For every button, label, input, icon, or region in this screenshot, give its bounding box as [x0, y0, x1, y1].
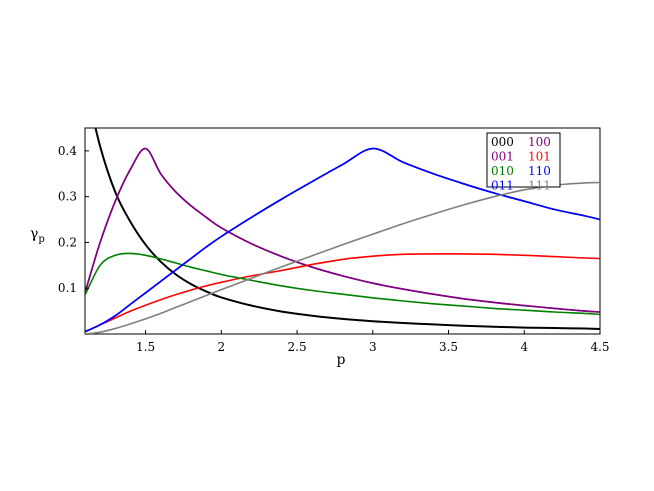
series-layer	[85, 128, 600, 334]
y-tick-label: 0.3	[58, 190, 77, 204]
plot-area	[84, 127, 601, 335]
x-tick-label: 3.5	[439, 340, 458, 354]
y-axis: 0.1 0.2 0.3 0.4	[58, 144, 89, 295]
x-tick-label: 3	[369, 340, 377, 354]
x-tick-label: 2.5	[288, 340, 307, 354]
y-tick-label: 0.1	[58, 281, 77, 295]
series-line-011	[85, 147, 600, 333]
legend-box	[486, 132, 561, 188]
legend-entry-000: 000	[491, 135, 514, 149]
x-tick-label: 4.5	[590, 340, 609, 354]
x-tick-label: 2	[218, 340, 226, 354]
legend-entry-110: 110	[528, 164, 551, 178]
plot-frame	[84, 127, 601, 335]
x-tick-label: 1.5	[136, 340, 155, 354]
x-axis-label: p	[337, 352, 346, 368]
legend: 000 100 001 101 010 110 011 111	[486, 132, 561, 193]
y-axis-label-main: γ	[30, 226, 38, 242]
y-axis-label: γp	[30, 226, 45, 245]
x-axis: 1.5 2 2.5 3 3.5 4 4.5	[136, 330, 610, 354]
series-line-101	[85, 253, 600, 333]
series-line-010	[85, 252, 600, 316]
series-line-001	[85, 147, 600, 313]
legend-entry-100: 100	[528, 135, 551, 149]
series-line-111	[85, 181, 600, 334]
y-tick-label: 0.4	[58, 144, 77, 158]
y-tick-label: 0.2	[58, 235, 77, 249]
legend-entry-011: 011	[491, 179, 514, 193]
legend-entry-010: 010	[491, 164, 514, 178]
legend-entry-101: 101	[528, 150, 551, 164]
series-line-000	[94, 128, 600, 330]
legend-entry-111: 111	[528, 179, 551, 193]
legend-entry-001: 001	[491, 150, 514, 164]
x-tick-label: 4	[520, 340, 528, 354]
y-axis-label-sub: p	[38, 234, 44, 245]
